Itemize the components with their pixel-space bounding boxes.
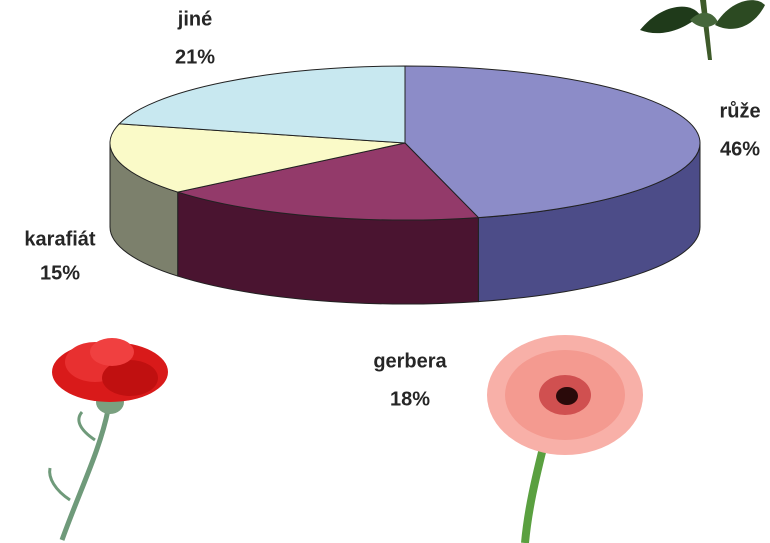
slice-value-label: 15% xyxy=(40,262,80,284)
slice-name-label: jiné xyxy=(177,8,212,30)
pie-slice xyxy=(109,123,406,193)
slice-value-label: 21% xyxy=(175,46,215,68)
slice-name-label: růže xyxy=(719,100,760,122)
slice-value-label: 18% xyxy=(390,388,430,410)
pie-slice xyxy=(175,142,480,221)
pie-slice xyxy=(118,65,406,144)
pie-slice xyxy=(404,65,701,219)
slice-name-label: karafiát xyxy=(24,228,95,250)
gerbera-illustration xyxy=(487,335,643,543)
rose-illustration xyxy=(640,0,765,60)
slice-value-label: 46% xyxy=(720,138,760,160)
carnation-illustration xyxy=(48,338,168,541)
slice-name-label: gerbera xyxy=(373,350,447,372)
